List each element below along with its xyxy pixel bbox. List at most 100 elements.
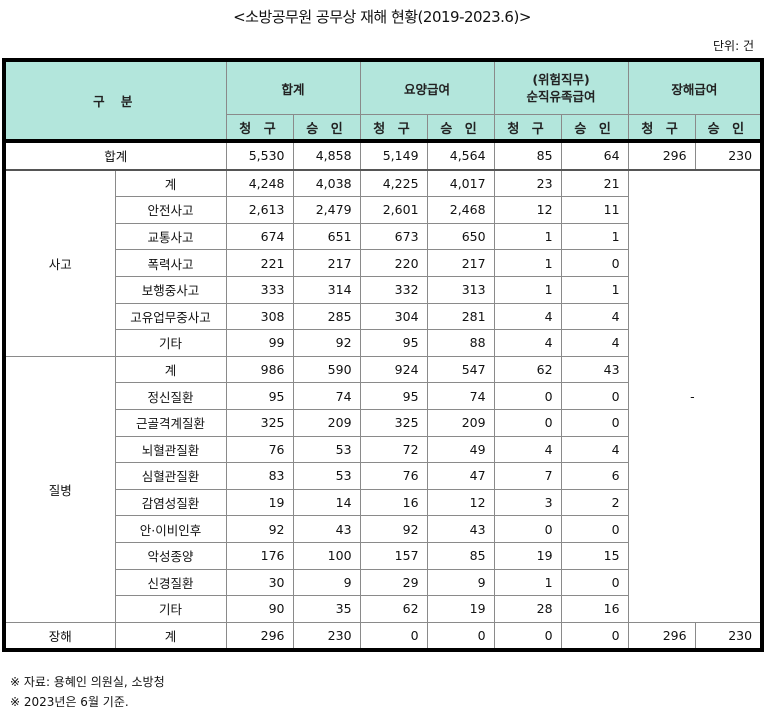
- cell: 0: [493, 621, 562, 651]
- cell: 0: [560, 249, 629, 277]
- cell: 7: [493, 462, 562, 490]
- header-group-disability: 장해급여: [627, 59, 763, 115]
- cell: 547: [426, 355, 495, 384]
- cell: 62: [493, 355, 562, 384]
- cell: 6: [560, 462, 629, 490]
- cell: 285: [292, 302, 361, 331]
- cell: 92: [359, 515, 428, 543]
- cell: 221: [225, 249, 294, 277]
- cell: 650: [426, 222, 495, 251]
- cell: 209: [292, 408, 361, 437]
- row-label: 정신질환: [114, 382, 227, 410]
- table-row: 뇌혈관질환 76 53 72 49 4 4: [4, 435, 762, 464]
- cell: 29: [359, 568, 428, 597]
- cell: 4,564: [426, 140, 495, 171]
- cell: 157: [359, 541, 428, 570]
- cell: 0: [493, 382, 562, 410]
- cell: 0: [560, 515, 629, 543]
- cell: 3: [493, 488, 562, 517]
- cell: 83: [225, 462, 294, 490]
- cell: 296: [627, 621, 696, 651]
- header-group-total: 합계: [225, 59, 361, 115]
- cell: 296: [225, 621, 294, 651]
- table-row: 폭력사고 221 217 220 217 1 0: [4, 249, 762, 277]
- cell: 217: [292, 249, 361, 277]
- cell: 651: [292, 222, 361, 251]
- row-label: 근골격계질환: [114, 408, 227, 437]
- cell: 92: [292, 329, 361, 357]
- cell: 4: [493, 329, 562, 357]
- row-label: 고유업무중사고: [114, 302, 227, 331]
- disability-merged-cell: -: [627, 169, 763, 623]
- cell: 95: [359, 382, 428, 410]
- cell: 4,248: [225, 169, 294, 198]
- table-row-disability: 장해 계 296 230 0 0 0 0 296 230: [3, 621, 763, 651]
- header-group-medical: 요양급여: [359, 59, 495, 115]
- header-claim: 청 구: [359, 114, 428, 142]
- cell: 9: [426, 568, 495, 597]
- cell: 2,479: [292, 196, 361, 224]
- cell: 95: [359, 329, 428, 357]
- row-label: 기타: [114, 329, 227, 357]
- table-row-total: 합계 5,530 4,858 5,149 4,564 85 64 296 230: [3, 140, 763, 171]
- table-row: 질병 계 986 590 924 547 62 43: [3, 355, 762, 623]
- cell: 1: [493, 249, 562, 277]
- cell: 674: [225, 222, 294, 251]
- cell: 1: [560, 222, 629, 251]
- cell: 19: [493, 541, 562, 570]
- table-row: 보행중사고 333 314 332 313 1 1: [4, 275, 762, 304]
- cell: 16: [560, 595, 629, 623]
- cell: 92: [225, 515, 294, 543]
- header-claim: 청 구: [627, 114, 696, 142]
- cell: 14: [292, 488, 361, 517]
- cell: 4,038: [292, 169, 361, 198]
- table-row: 고유업무중사고 308 285 304 281 4 4: [4, 302, 762, 331]
- cell: 4: [560, 435, 629, 464]
- cell: 4: [560, 329, 629, 357]
- cell: 76: [225, 435, 294, 464]
- cell: 74: [292, 382, 361, 410]
- cell: 296: [627, 140, 696, 171]
- cell: 15: [560, 541, 629, 570]
- cell: 325: [359, 408, 428, 437]
- cell: 1: [493, 222, 562, 251]
- footnote-source: ※ 자료: 용혜인 의원실, 소방청: [10, 675, 165, 689]
- row-label: 합계: [3, 140, 227, 171]
- cell: 62: [359, 595, 428, 623]
- table-title: <소방공무원 공무상 재해 현황(2019-2023.6)>: [233, 8, 531, 26]
- cell: 9: [292, 568, 361, 597]
- cell: 19: [426, 595, 495, 623]
- footnote-period: ※ 2023년은 6월 기준.: [10, 695, 129, 709]
- row-label: 악성종양: [114, 541, 227, 570]
- section-label-accident: 사고: [3, 169, 116, 357]
- header-claim: 청 구: [225, 114, 294, 142]
- cell: 281: [426, 302, 495, 331]
- cell: 673: [359, 222, 428, 251]
- cell: 4: [560, 302, 629, 331]
- row-label: 뇌혈관질환: [114, 435, 227, 464]
- cell: 220: [359, 249, 428, 277]
- cell: 1: [493, 275, 562, 304]
- cell: 986: [225, 355, 294, 384]
- cell: 308: [225, 302, 294, 331]
- cell: 325: [225, 408, 294, 437]
- header-category: 구 분: [3, 59, 227, 142]
- cell: 0: [493, 515, 562, 543]
- cell: 16: [359, 488, 428, 517]
- footnotes: ※ 자료: 용혜인 의원실, 소방청 ※ 2023년은 6월 기준.: [10, 672, 165, 712]
- row-label: 계: [114, 169, 227, 198]
- cell: 332: [359, 275, 428, 304]
- header-group-survivor: (위험직무) 순직유족급여: [493, 59, 629, 115]
- cell: 4,017: [426, 169, 495, 198]
- cell: 4: [493, 302, 562, 331]
- header-approved: 승 인: [426, 114, 495, 142]
- cell: 99: [225, 329, 294, 357]
- cell: 35: [292, 595, 361, 623]
- cell: 11: [560, 196, 629, 224]
- cell: 1: [493, 568, 562, 597]
- cell: 0: [560, 382, 629, 410]
- cell: 209: [426, 408, 495, 437]
- row-label: 계: [114, 621, 227, 651]
- row-label: 감염성질환: [114, 488, 227, 517]
- cell: 2: [560, 488, 629, 517]
